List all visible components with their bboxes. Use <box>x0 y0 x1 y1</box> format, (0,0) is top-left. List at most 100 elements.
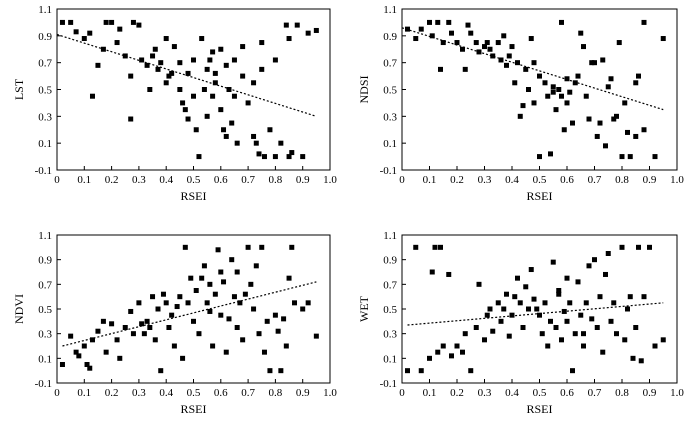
data-point <box>589 60 595 66</box>
y-tick-label: 0.1 <box>383 138 397 150</box>
data-point <box>490 328 496 334</box>
data-point <box>473 40 479 46</box>
data-point <box>490 53 496 59</box>
data-point <box>231 57 237 63</box>
y-axis-label: NDSI <box>357 75 371 103</box>
data-point <box>114 40 120 46</box>
data-point <box>289 244 295 250</box>
data-point <box>449 30 454 36</box>
data-point <box>564 100 570 106</box>
data-point <box>158 60 164 66</box>
data-point <box>283 343 289 349</box>
x-tick-label: 0.3 <box>478 174 492 186</box>
x-tick-label: 0.1 <box>423 174 437 186</box>
data-point <box>622 100 628 106</box>
y-tick-label: 0.3 <box>38 111 52 123</box>
y-tick-label: 0.9 <box>38 31 52 43</box>
data-point <box>185 116 191 122</box>
data-point <box>545 343 551 349</box>
data-point <box>652 343 658 349</box>
data-point <box>207 57 213 63</box>
data-point <box>504 291 509 297</box>
data-point <box>622 337 628 343</box>
data-point <box>484 312 490 318</box>
y-tick-label: -0.1 <box>380 378 397 390</box>
data-point <box>160 291 166 297</box>
data-point <box>218 312 224 318</box>
x-tick-label: 0.8 <box>269 387 283 399</box>
data-point <box>523 66 529 72</box>
data-point <box>608 76 614 82</box>
data-point <box>204 66 210 72</box>
scatter-panel-wet: 0 0.1 0.2 0.3 0.4 0.5 0.6 0.7 0.8 0.9 1.0 -0.1 0.1 0.… <box>357 230 684 416</box>
data-point <box>59 362 65 367</box>
data-point <box>413 36 419 42</box>
data-point <box>139 321 145 327</box>
data-point <box>81 343 87 349</box>
data-point <box>294 22 300 28</box>
data-point <box>191 57 196 63</box>
data-point <box>180 100 186 106</box>
x-tick-label: 0.4 <box>159 174 173 186</box>
x-tick-label: 0.4 <box>505 387 519 399</box>
data-point <box>537 312 542 318</box>
data-point <box>446 19 452 25</box>
data-point <box>68 333 74 339</box>
data-point <box>114 337 120 343</box>
x-tick-label: 0.2 <box>105 174 119 186</box>
data-point <box>460 349 465 355</box>
y-tick-label: 0.1 <box>383 353 397 365</box>
data-point <box>462 331 468 337</box>
scatter-panel-lst: 0 0.1 0.2 0.3 0.4 0.5 0.6 0.7 0.8 0.9 1.0 -0.1 0.1 0.… <box>12 4 337 203</box>
data-point <box>87 30 93 36</box>
data-point <box>226 316 232 322</box>
data-point <box>147 87 153 92</box>
x-tick-label: 0.5 <box>187 387 201 399</box>
data-point <box>109 19 115 25</box>
data-point <box>218 46 224 52</box>
data-point <box>534 306 540 312</box>
data-point <box>226 87 232 92</box>
data-point <box>221 127 227 133</box>
data-point <box>185 70 191 76</box>
data-point <box>240 73 246 79</box>
data-point <box>169 312 175 318</box>
data-point <box>636 73 641 79</box>
x-tick-label: 0.6 <box>214 174 228 186</box>
data-point <box>545 93 551 99</box>
data-point <box>166 73 172 79</box>
data-point <box>468 30 474 36</box>
data-point <box>531 100 537 106</box>
data-point <box>210 49 216 55</box>
data-point <box>253 140 259 146</box>
data-point <box>531 60 537 66</box>
data-point <box>73 349 79 355</box>
data-point <box>418 368 424 374</box>
x-tick-label: 0.9 <box>643 387 657 399</box>
data-point <box>559 19 564 25</box>
x-tick-label: 0.8 <box>615 387 629 399</box>
data-point <box>608 318 614 324</box>
y-axis-label: WET <box>357 295 371 322</box>
data-point <box>583 300 589 306</box>
y-tick-label: 0.9 <box>383 255 397 267</box>
data-point <box>561 127 567 133</box>
data-point <box>256 331 262 337</box>
data-point <box>600 57 606 63</box>
data-point <box>506 333 512 339</box>
y-tick-label: -0.1 <box>35 378 52 390</box>
data-point <box>531 296 537 302</box>
data-point <box>523 284 529 290</box>
data-point <box>476 281 482 287</box>
y-tick-label: 1.1 <box>38 4 52 16</box>
data-point <box>559 93 564 99</box>
data-point <box>611 116 617 122</box>
data-point <box>605 84 611 90</box>
data-point <box>240 337 246 343</box>
data-point <box>212 291 218 297</box>
y-tick-label: 0.5 <box>383 85 397 97</box>
data-point <box>251 80 257 86</box>
data-point <box>498 57 504 63</box>
data-point <box>578 312 584 318</box>
data-point <box>103 349 109 355</box>
